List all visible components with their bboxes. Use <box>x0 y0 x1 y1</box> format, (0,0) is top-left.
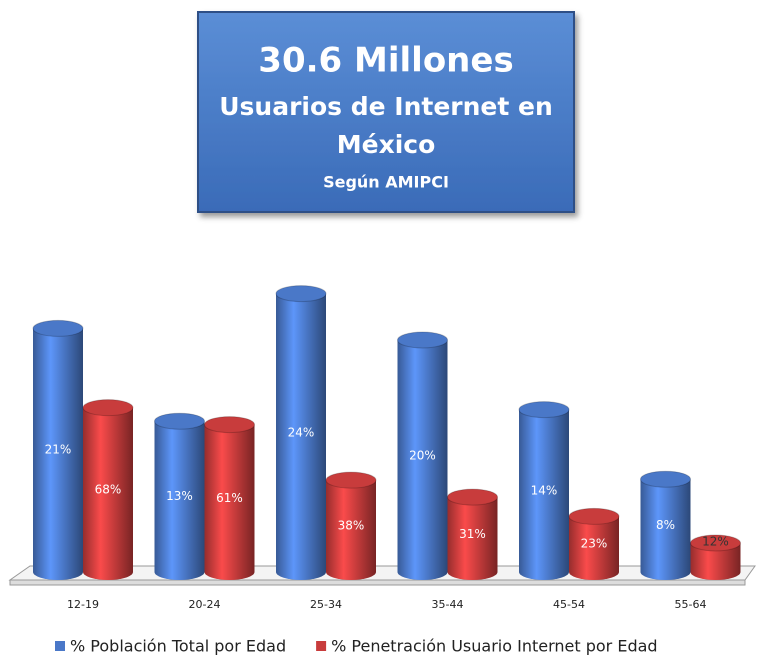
bar-top <box>518 401 570 419</box>
bar <box>326 480 376 572</box>
bar-top <box>397 331 448 349</box>
subtitle-box: Usuarios de Internet en México <box>219 92 553 159</box>
bar <box>276 293 326 572</box>
bar <box>397 340 448 572</box>
x-tick-label: 12-19 <box>67 598 99 611</box>
value-label: 8% <box>656 518 675 532</box>
bar <box>447 497 498 572</box>
bar <box>569 516 619 572</box>
bar <box>204 424 255 572</box>
value-label: 20% <box>409 449 436 463</box>
x-tick-label: 25-34 <box>310 598 342 611</box>
bar-top <box>325 471 377 489</box>
value-label: 61% <box>216 491 243 505</box>
value-label: 68% <box>95 482 122 496</box>
bar-top <box>82 399 134 417</box>
chart-title: 30.6 Millones <box>258 41 513 81</box>
bar-top <box>568 507 620 525</box>
bar <box>154 421 205 572</box>
legend-swatch <box>316 641 327 651</box>
x-tick-label: 20-24 <box>189 598 221 611</box>
value-label: 24% <box>288 425 315 439</box>
legend-swatch <box>55 641 65 651</box>
value-label: 38% <box>338 519 365 533</box>
bar-top <box>640 470 691 488</box>
x-tick-label: 35-44 <box>432 598 464 611</box>
bar-top <box>447 488 498 506</box>
bar-top <box>154 412 205 430</box>
value-label: 31% <box>459 527 486 541</box>
legend-label: % Penetración Usuario Internet por Edad <box>331 637 657 656</box>
bar <box>640 479 691 572</box>
bar <box>83 407 133 572</box>
annotation: Según AMIPCI <box>323 173 449 192</box>
floor-edge <box>9 579 746 586</box>
x-tick-label: 45-54 <box>553 598 585 611</box>
value-label: 13% <box>166 489 193 503</box>
bar <box>33 328 83 572</box>
value-label: 21% <box>45 443 72 457</box>
value-label: 23% <box>581 537 608 551</box>
bar-top <box>32 319 84 337</box>
bar-top <box>690 534 741 552</box>
title-box <box>197 11 575 213</box>
value-label: 12% <box>702 535 729 549</box>
x-tick-label: 55-64 <box>675 598 707 611</box>
bar-top <box>275 285 327 303</box>
legend-label: % Población Total por Edad <box>70 637 286 656</box>
bar-top <box>204 416 255 434</box>
chart-subtitle: Usuarios de Internet en México <box>219 92 553 159</box>
bar <box>519 409 569 572</box>
value-label: 14% <box>531 483 558 497</box>
